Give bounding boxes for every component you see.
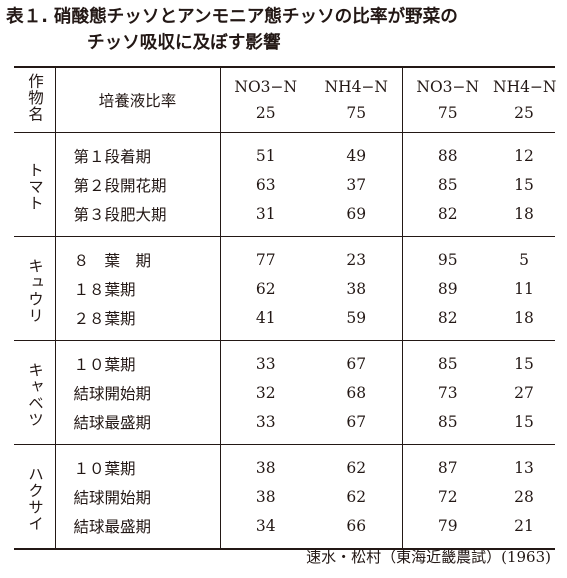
value-cell: 85 (402, 407, 493, 445)
value-cell: 27 (514, 383, 534, 402)
value-cell: 67 (311, 407, 403, 445)
crop-name: キュウリ (14, 236, 56, 341)
value-cell: 62 (311, 482, 403, 511)
value-cell: 33 (255, 354, 276, 373)
value-cell: 37 (311, 170, 403, 199)
table-row: 第３段肥大期 31 69 82 18 (14, 199, 555, 237)
value-cell: 85 (437, 354, 458, 373)
table-row: ハクサイ １０葉期 38 62 87 13 (14, 444, 555, 550)
value-cell: 59 (311, 303, 403, 341)
caption-line-1: 表１. 硝酸態チッソとアンモニア態チッソの比率が野菜の (6, 4, 564, 30)
table-row: ２８葉期 41 59 82 18 (14, 303, 555, 341)
value-cell: 23 (311, 236, 403, 274)
value-cell: 69 (311, 199, 403, 237)
value-cell: 5 (519, 250, 529, 269)
header-ratio-1: NO3−N 25 (220, 66, 311, 133)
value-cell: 63 (255, 175, 276, 194)
value-cell: 12 (514, 146, 534, 165)
value-cell: 13 (514, 458, 534, 477)
group-cucumber: キュウリ ８ 葉 期 77 23 95 5 １８葉期 62 38 89 11 ２… (14, 236, 555, 341)
value-cell: 15 (514, 354, 534, 373)
caption-text-1: 硝酸態チッソとアンモニア態チッソの比率が野菜の (53, 7, 458, 27)
caption-line-2: チッソ吸収に及ぼす影響 (87, 33, 281, 53)
value-cell: 87 (437, 458, 458, 477)
value-cell: 68 (311, 378, 403, 407)
value-cell: 62 (255, 279, 276, 298)
crop-name: キャベツ (14, 340, 56, 445)
stage-cell: 結球最盛期 (55, 511, 221, 550)
value-cell: 89 (437, 279, 458, 298)
value-cell: 82 (402, 199, 493, 237)
table-row: 第２段開花期 63 37 85 15 (14, 170, 555, 199)
value-cell: 34 (220, 511, 311, 550)
value-cell: 28 (514, 487, 534, 506)
value-cell: 15 (493, 407, 555, 445)
header-stage: 培養液比率 (55, 66, 221, 133)
stage-cell: 結球最盛期 (55, 407, 221, 445)
value-cell: 79 (402, 511, 493, 550)
value-cell: 32 (255, 383, 276, 402)
value-cell: 38 (255, 458, 276, 477)
value-cell: 62 (311, 444, 403, 482)
table-row: 結球最盛期 34 66 79 21 (14, 511, 555, 550)
crop-name: トマト (14, 132, 56, 237)
table-row: 結球開始期 32 68 73 27 (14, 378, 555, 407)
value-cell: 38 (255, 487, 276, 506)
stage-cell: ２８葉期 (55, 303, 221, 341)
stage-cell: 結球開始期 (55, 378, 221, 407)
table-caption: 表１. 硝酸態チッソとアンモニア態チッソの比率が野菜の チッソ吸収に及ぼす影響 (6, 4, 564, 56)
value-cell: 82 (402, 303, 493, 341)
value-cell: 33 (220, 407, 311, 445)
value-cell: 85 (437, 175, 458, 194)
value-cell: 73 (437, 383, 458, 402)
stage-cell: 第２段開花期 (55, 170, 221, 199)
stage-cell: 第３段肥大期 (55, 199, 221, 237)
header-ratio-4: NH4−N 25 (493, 66, 557, 133)
table-row: 結球最盛期 33 67 85 15 (14, 407, 555, 445)
value-cell: 72 (437, 487, 458, 506)
stage-cell: １０葉期 (55, 444, 221, 482)
table-row: １８葉期 62 38 89 11 (14, 274, 555, 303)
table-row: キャベツ １０葉期 33 67 85 15 (14, 340, 555, 445)
stage-cell: 結球開始期 (55, 482, 221, 511)
value-cell: 15 (514, 175, 534, 194)
group-chinese-cabbage: ハクサイ １０葉期 38 62 87 13 結球開始期 38 62 72 28 … (14, 444, 555, 550)
value-cell: 95 (437, 250, 458, 269)
stage-cell: １８葉期 (55, 274, 221, 303)
value-cell: 31 (220, 199, 311, 237)
value-cell: 41 (220, 303, 311, 341)
value-cell: 49 (311, 132, 403, 170)
group-tomato: トマト 第１段着期 51 49 88 12 第２段開花期 63 37 85 15… (14, 132, 555, 237)
value-cell: 88 (437, 146, 458, 165)
value-cell: 21 (493, 511, 555, 550)
value-cell: 18 (493, 199, 555, 237)
caption-label: 表１. (6, 7, 48, 27)
value-cell: 18 (493, 303, 555, 341)
value-cell: 77 (255, 250, 276, 269)
header-ratio-3: NO3−N 75 (402, 66, 493, 133)
stage-cell: １０葉期 (55, 340, 221, 378)
value-cell: 38 (311, 274, 403, 303)
value-cell: 67 (311, 340, 403, 378)
table-row: 結球開始期 38 62 72 28 (14, 482, 555, 511)
table-row: トマト 第１段着期 51 49 88 12 (14, 132, 555, 237)
value-cell: 51 (255, 146, 276, 165)
header-crop: 作物名 (14, 66, 56, 133)
value-cell: 66 (311, 511, 403, 550)
nitrogen-ratio-table: 作物名 培養液比率 NO3−N 25 NH4−N 75 NO3−N 75 NH4−N 2… (14, 66, 557, 550)
table-row: キュウリ ８ 葉 期 77 23 95 5 (14, 236, 555, 341)
stage-cell: ８ 葉 期 (55, 236, 221, 274)
group-cabbage: キャベツ １０葉期 33 67 85 15 結球開始期 32 68 73 27 … (14, 340, 555, 445)
header-ratio-2: NH4−N 75 (311, 66, 403, 133)
stage-cell: 第１段着期 (55, 132, 221, 170)
header-row: 作物名 培養液比率 NO3−N 25 NH4−N 75 NO3−N 75 NH4−N 2… (14, 66, 557, 133)
source-citation: 速水・松村（東海近畿農試）(1963) (306, 548, 551, 566)
crop-name: ハクサイ (14, 444, 56, 550)
value-cell: 11 (514, 279, 534, 298)
